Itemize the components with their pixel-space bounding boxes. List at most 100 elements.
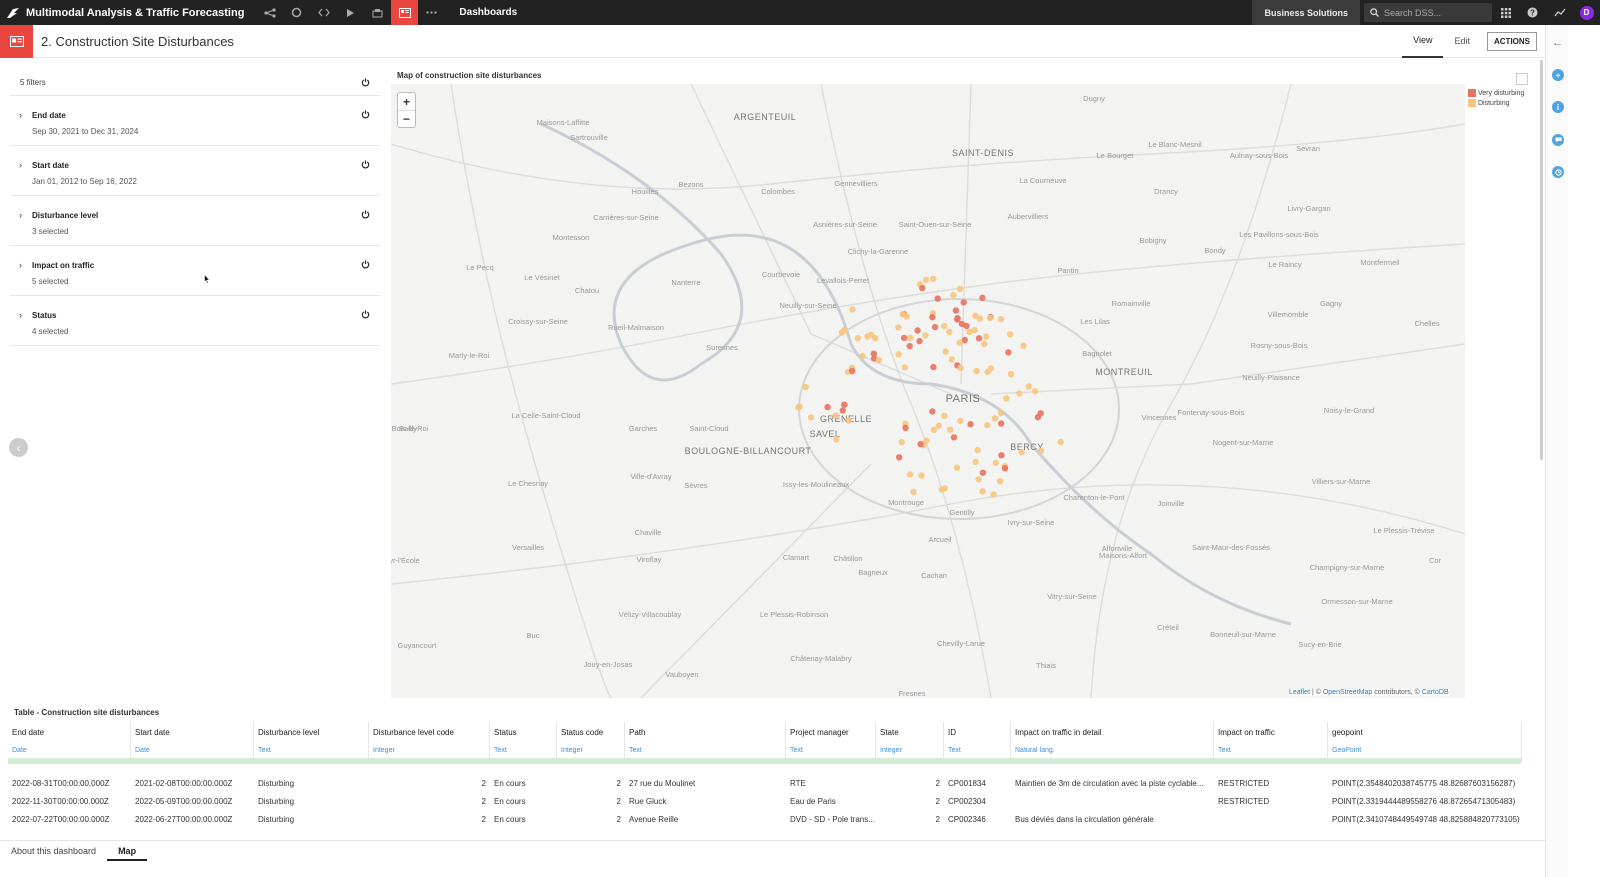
construction-site-marker[interactable] [996, 478, 1004, 485]
filter-end-date[interactable]: › End date Sep 30, 2021 to Dec 31, 2024 [10, 96, 380, 146]
column-header[interactable]: Path Text [625, 722, 786, 762]
flow-icon[interactable] [256, 0, 283, 25]
construction-site-marker[interactable] [854, 335, 862, 342]
column-header[interactable]: Status Text [490, 722, 557, 762]
construction-site-marker[interactable] [875, 356, 882, 364]
column-header[interactable]: ID Text [944, 722, 1011, 762]
code-icon[interactable] [310, 0, 337, 25]
construction-site-marker[interactable] [1018, 449, 1025, 456]
filter-disturbance-level[interactable]: › Disturbance level 3 selected [10, 196, 380, 246]
construction-site-marker[interactable] [950, 291, 957, 299]
construction-site-marker[interactable] [919, 284, 926, 292]
construction-site-marker[interactable] [867, 331, 875, 338]
construction-site-marker[interactable] [902, 424, 909, 432]
project-name[interactable]: Multimodal Analysis & Traffic Forecastin… [26, 6, 245, 19]
filter-status[interactable]: › Status 4 selected [10, 296, 380, 346]
construction-site-marker[interactable] [906, 471, 914, 478]
apps-grid-icon[interactable] [1492, 0, 1519, 25]
construction-site-marker[interactable] [971, 326, 978, 334]
cartodb-link[interactable]: CartoDB [1421, 689, 1449, 696]
construction-site-marker[interactable] [953, 464, 961, 471]
reset-filter-icon[interactable] [361, 260, 370, 269]
construction-site-marker[interactable] [839, 407, 846, 414]
more-icon[interactable] [418, 0, 445, 25]
construction-site-marker[interactable] [929, 314, 936, 321]
construction-site-marker[interactable] [956, 285, 964, 292]
construction-site-marker[interactable] [802, 383, 809, 391]
previous-page-arrow-icon[interactable]: ‹ [9, 438, 28, 457]
column-header[interactable]: Project manager Text [786, 722, 876, 762]
construction-site-marker[interactable] [922, 276, 930, 284]
construction-site-marker[interactable] [1005, 349, 1012, 356]
construction-site-marker[interactable] [997, 316, 1005, 323]
construction-site-marker[interactable] [979, 469, 987, 476]
construction-site-marker[interactable] [975, 335, 983, 342]
construction-site-marker[interactable] [946, 426, 954, 433]
reset-filter-icon[interactable] [361, 210, 370, 219]
discussion-icon[interactable] [1552, 134, 1564, 146]
actions-button[interactable]: ACTIONS [1487, 31, 1537, 51]
construction-site-marker[interactable] [923, 437, 930, 444]
construction-site-marker[interactable] [916, 337, 923, 345]
construction-site-marker[interactable] [917, 440, 924, 448]
construction-site-marker[interactable] [900, 334, 908, 342]
column-header[interactable]: Disturbance level code Integer [369, 722, 490, 762]
construction-site-marker[interactable] [979, 488, 986, 495]
construction-site-marker[interactable] [973, 367, 980, 375]
map-basemap[interactable]: Dugny ARGENTEUIL Maisons-Laffitte Sartrouvi… [391, 84, 1465, 698]
filter-start-date[interactable]: › Start date Jan 01, 2012 to Sep 16, 202… [10, 146, 380, 196]
column-header[interactable]: Disturbance level Text [254, 722, 369, 762]
construction-site-marker[interactable] [910, 488, 917, 495]
construction-site-marker[interactable] [832, 412, 839, 419]
construction-site-marker[interactable] [901, 364, 909, 371]
lab-icon[interactable] [283, 0, 310, 25]
construction-site-marker[interactable] [849, 306, 856, 313]
info-icon[interactable]: i [1552, 101, 1564, 113]
construction-site-marker[interactable] [848, 367, 856, 375]
construction-site-marker[interactable] [983, 333, 990, 340]
add-icon[interactable]: + [1552, 69, 1564, 81]
construction-site-marker[interactable] [952, 307, 960, 314]
construction-site-marker[interactable] [990, 491, 997, 498]
construction-site-marker[interactable] [998, 420, 1005, 427]
construction-site-marker[interactable] [845, 417, 852, 424]
table-row[interactable]: 2022-07-22T00:00:00.000Z 2022-06-27T00:00… [8, 810, 1530, 828]
construction-site-marker[interactable] [898, 439, 905, 446]
leaflet-link[interactable]: Leaflet [1289, 689, 1311, 696]
construction-site-marker[interactable] [935, 422, 942, 429]
chevron-right-icon[interactable]: › [19, 110, 22, 120]
construction-site-marker[interactable] [960, 299, 967, 306]
column-header[interactable]: State Integer [876, 722, 944, 762]
construction-site-marker[interactable] [975, 476, 982, 483]
construction-site-marker[interactable] [967, 421, 974, 428]
construction-site-marker[interactable] [1003, 395, 1010, 402]
construction-site-marker[interactable] [1025, 383, 1032, 390]
construction-site-marker[interactable] [930, 426, 938, 434]
construction-site-marker[interactable] [941, 322, 948, 330]
map-tile[interactable]: Dugny ARGENTEUIL Maisons-Laffitte Sartrouvi… [391, 84, 1465, 698]
construction-site-marker[interactable] [833, 436, 840, 443]
tab-about-this-dashboard[interactable]: About this dashboard [11, 846, 97, 856]
collapse-arrow-icon[interactable]: ← [1552, 37, 1563, 49]
construction-site-marker[interactable] [957, 364, 964, 372]
help-icon[interactable]: ? [1519, 0, 1546, 25]
construction-site-marker[interactable] [1016, 390, 1023, 397]
tab-map[interactable]: Map [107, 841, 148, 861]
construction-site-marker[interactable] [896, 454, 903, 461]
construction-site-marker[interactable] [974, 446, 981, 454]
construction-site-marker[interactable] [807, 414, 815, 421]
construction-site-marker[interactable] [903, 313, 910, 320]
column-header[interactable]: geopoint GeoPoint [1328, 722, 1522, 762]
construction-site-marker[interactable] [981, 340, 988, 348]
run-icon[interactable] [337, 0, 364, 25]
construction-site-marker[interactable] [979, 294, 986, 301]
construction-site-marker[interactable] [958, 320, 966, 328]
construction-site-marker[interactable] [942, 348, 949, 355]
tab-edit[interactable]: Edit [1454, 36, 1470, 46]
construction-site-marker[interactable] [1032, 388, 1039, 395]
chevron-right-icon[interactable]: › [19, 210, 22, 220]
breadcrumb-dashboards[interactable]: Dashboards [459, 7, 518, 18]
construction-site-marker[interactable] [930, 275, 937, 283]
chevron-right-icon[interactable]: › [19, 310, 22, 320]
reset-filter-icon[interactable] [361, 110, 370, 119]
